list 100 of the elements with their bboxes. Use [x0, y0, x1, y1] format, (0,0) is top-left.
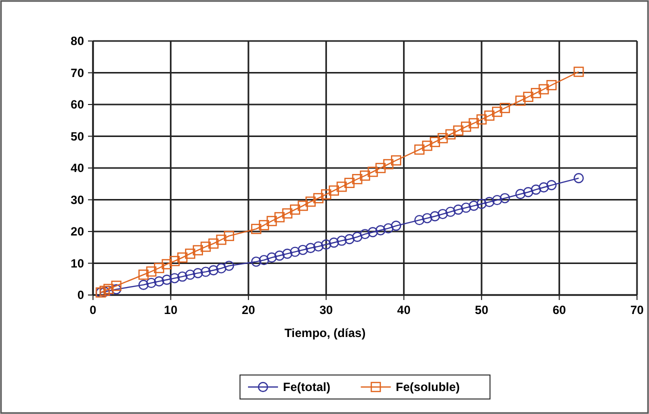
point: [460, 122, 472, 132]
point: [375, 162, 386, 174]
point: [274, 212, 285, 222]
point: [336, 182, 347, 192]
y-tick-label: 40: [70, 161, 84, 175]
point: [546, 180, 557, 190]
point: [208, 265, 219, 276]
point: [306, 242, 316, 254]
x-tick-label: 10: [164, 303, 178, 317]
point: [328, 238, 340, 248]
point: [251, 256, 262, 267]
point: [162, 274, 172, 285]
point: [515, 188, 526, 200]
point: [360, 170, 370, 181]
point: [154, 276, 164, 286]
y-tick-label: 10: [70, 256, 84, 270]
point: [251, 224, 262, 234]
point: [476, 198, 487, 209]
point: [274, 250, 285, 261]
point: [383, 223, 394, 234]
point: [445, 129, 456, 140]
point: [138, 270, 149, 280]
point: [484, 110, 494, 121]
y-tick-label: 70: [70, 66, 84, 80]
point: [352, 174, 362, 184]
y-tick-label: 20: [70, 224, 84, 238]
point: [538, 84, 549, 94]
point: [546, 80, 557, 90]
point: [523, 187, 534, 198]
point: [170, 273, 180, 284]
point: [208, 238, 219, 249]
point: [224, 260, 234, 271]
point: [258, 220, 270, 230]
point: [500, 102, 510, 114]
point: [321, 189, 332, 200]
point: [313, 193, 324, 204]
x-axis-title: Tiempo, (días): [284, 326, 366, 340]
point: [368, 166, 378, 177]
point: [484, 196, 494, 208]
point: [500, 193, 510, 204]
point: [460, 202, 472, 213]
x-tick-label: 30: [319, 303, 334, 317]
point: [177, 252, 188, 263]
point: [523, 92, 534, 102]
point: [313, 241, 324, 252]
point: [390, 220, 402, 231]
point: [574, 173, 584, 184]
y-tick-label: 60: [70, 98, 84, 112]
point: [476, 114, 487, 125]
x-tick-label: 20: [242, 303, 256, 317]
x-tick-label: 60: [552, 303, 566, 317]
point: [383, 159, 394, 170]
point: [375, 225, 386, 236]
point: [453, 125, 464, 136]
point: [290, 204, 300, 215]
y-tick-label: 0: [77, 288, 84, 302]
point: [530, 88, 542, 98]
point: [414, 144, 424, 155]
point: [185, 270, 196, 280]
point: [438, 208, 448, 220]
point: [468, 200, 479, 211]
x-tick-label: 0: [90, 303, 97, 317]
point: [170, 256, 180, 266]
point: [138, 280, 149, 290]
point: [266, 216, 277, 226]
point: [216, 234, 226, 245]
x-tick-label: 40: [397, 303, 411, 317]
point: [438, 133, 448, 144]
point: [298, 200, 308, 211]
point: [538, 182, 549, 192]
point: [192, 245, 204, 256]
point: [185, 248, 196, 259]
y-tick-label: 30: [70, 192, 84, 207]
point: [492, 106, 502, 117]
point: [344, 234, 355, 244]
legend-label: Fe(soluble): [396, 380, 460, 394]
point: [258, 254, 270, 266]
point: [468, 118, 479, 128]
point: [111, 280, 122, 291]
point: [515, 96, 526, 106]
legend-label: Fe(total): [283, 380, 330, 394]
point: [360, 228, 370, 240]
point: [282, 248, 292, 259]
point: [154, 262, 164, 274]
point: [266, 252, 277, 263]
point: [298, 244, 308, 256]
point: [162, 259, 172, 270]
point: [146, 266, 156, 277]
point: [530, 184, 542, 195]
point: [306, 196, 316, 207]
point: [290, 246, 300, 257]
point: [453, 204, 464, 215]
point: [422, 213, 432, 224]
x-tick-label: 70: [630, 303, 644, 317]
point: [200, 266, 211, 277]
point: [430, 211, 440, 222]
point: [492, 194, 502, 206]
y-tick-label: 50: [70, 129, 84, 144]
point: [574, 66, 584, 77]
point: [390, 155, 402, 166]
